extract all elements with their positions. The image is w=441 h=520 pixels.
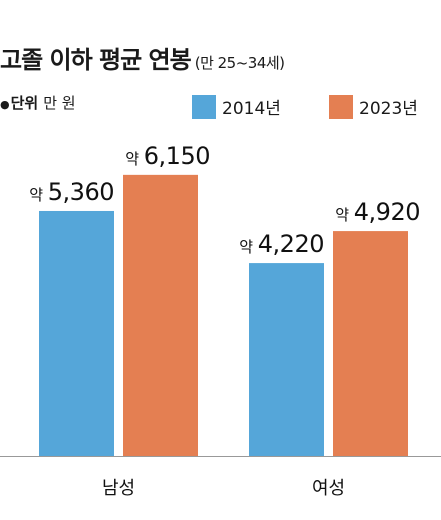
data-label-0-1: 약 6,150 [125, 142, 210, 170]
legend-label-2014: 2014년 [222, 99, 281, 119]
data-label-1-0: 약 4,220 [239, 230, 324, 258]
x-tick-label-1: 여성 [312, 478, 345, 499]
chart-subtitle: (만 25~34세) [194, 54, 285, 72]
legend-swatch-2014 [192, 94, 216, 119]
bar-1-1 [333, 231, 408, 456]
data-label-1-1: 약 4,920 [335, 198, 420, 226]
bar-1-0 [249, 263, 324, 456]
chart-title-block: 고졸 이하 평균 연봉 (만 25~34세) [0, 40, 285, 75]
unit-label: 단위 [10, 94, 39, 112]
legend-label-2023: 2023년 [359, 99, 418, 119]
unit-note: ●단위 만 원 [0, 92, 76, 113]
bar-0-0 [39, 210, 114, 456]
bar-0-1 [123, 174, 198, 456]
unit-value: 만 원 [43, 94, 76, 112]
legend-swatch-2023 [329, 94, 353, 119]
legend-item-2014: 2014년 [192, 94, 281, 119]
legend-item-2023: 2023년 [329, 94, 418, 119]
x-tick-label-0: 남성 [102, 478, 135, 499]
bullet-icon: ● [0, 98, 10, 111]
chart-title: 고졸 이하 평균 연봉 [0, 46, 192, 74]
data-label-0-0: 약 5,360 [29, 178, 114, 206]
